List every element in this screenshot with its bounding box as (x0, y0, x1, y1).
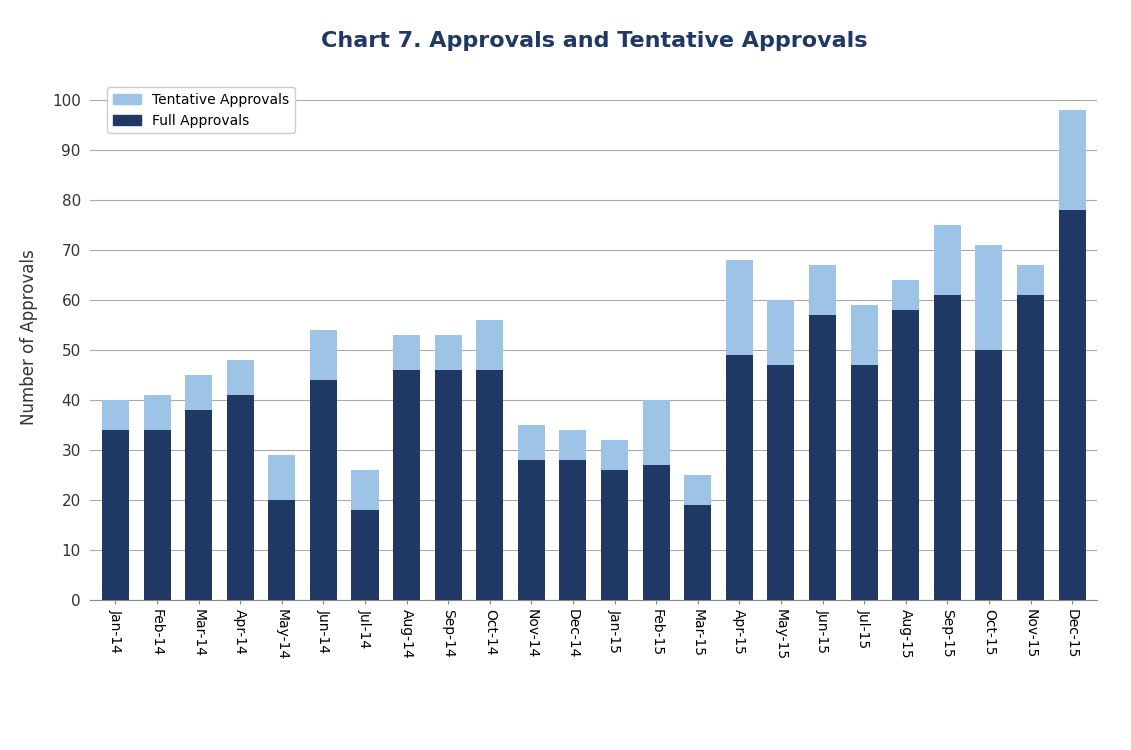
Bar (102, 400, 129, 430)
Bar (226, 395, 253, 600)
Bar (185, 410, 213, 600)
Bar (268, 500, 295, 600)
Title: Chart 7. Approvals and Tentative Approvals: Chart 7. Approvals and Tentative Approva… (320, 32, 867, 51)
Bar (1017, 265, 1044, 295)
Bar (394, 370, 420, 600)
Bar (226, 360, 253, 395)
Bar (601, 440, 628, 470)
Y-axis label: Number of Approvals: Number of Approvals (20, 250, 38, 425)
Bar (268, 455, 295, 500)
Bar (768, 300, 794, 365)
Bar (560, 430, 587, 460)
Bar (1059, 110, 1086, 210)
Bar (684, 505, 711, 600)
Bar (310, 380, 337, 600)
Bar (476, 370, 503, 600)
Bar (892, 310, 920, 600)
Bar (642, 400, 670, 465)
Bar (434, 370, 461, 600)
Bar (352, 510, 379, 600)
Bar (726, 355, 753, 600)
Bar (102, 430, 129, 600)
Bar (1059, 210, 1086, 600)
Bar (975, 350, 1002, 600)
Bar (726, 260, 753, 355)
Bar (476, 320, 503, 370)
Bar (684, 475, 711, 505)
Bar (642, 465, 670, 600)
Bar (1017, 295, 1044, 600)
Bar (851, 365, 878, 600)
Bar (768, 365, 794, 600)
Bar (934, 295, 961, 600)
Bar (975, 245, 1002, 350)
Bar (892, 280, 920, 310)
Bar (144, 395, 171, 430)
Bar (310, 330, 337, 380)
Bar (144, 430, 171, 600)
Bar (434, 335, 461, 370)
Bar (352, 470, 379, 510)
Legend: Tentative Approvals, Full Approvals: Tentative Approvals, Full Approvals (107, 87, 294, 134)
Bar (809, 265, 836, 315)
Bar (601, 470, 628, 600)
Bar (809, 315, 836, 600)
Bar (560, 460, 587, 600)
Bar (851, 305, 878, 365)
Bar (518, 460, 545, 600)
Bar (185, 375, 213, 410)
Bar (394, 335, 420, 370)
Bar (518, 425, 545, 460)
Bar (934, 225, 961, 295)
